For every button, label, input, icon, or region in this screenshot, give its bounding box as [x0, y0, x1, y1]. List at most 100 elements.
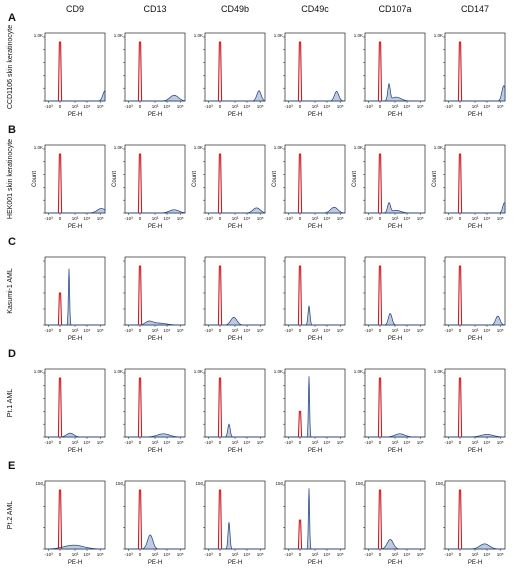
- x-tick-label: 10³: [72, 104, 79, 109]
- panel-letter: A: [8, 12, 16, 24]
- x-tick-label: 0: [59, 216, 62, 221]
- x-tick-label: -10³: [365, 328, 374, 333]
- x-axis-label: PE-H: [388, 560, 402, 566]
- y-max-tick-label: 1.0K: [194, 369, 203, 374]
- plot-frame: [124, 480, 186, 550]
- x-tick-label: 10³: [232, 328, 239, 333]
- x-tick-label: 0: [459, 104, 462, 109]
- histogram-cell: -10³ 0 10³ 10⁴ 10⁵ PE-H: [43, 256, 106, 342]
- x-tick-label: 10⁵: [337, 440, 344, 445]
- stained-histogram: [45, 432, 105, 438]
- isotype-control-peak: [297, 153, 303, 214]
- isotype-control-peak: [457, 41, 463, 102]
- stained-histogram: [205, 316, 265, 326]
- stained-histogram: [125, 433, 186, 438]
- x-tick-label: 10³: [232, 104, 239, 109]
- x-tick-label: 10³: [232, 552, 239, 557]
- x-tick-label: -10³: [445, 552, 454, 557]
- plot-frame: [204, 144, 266, 214]
- histogram-cell: -10³ 0 10³ 10⁴ 10⁵ PE-H: [203, 256, 266, 342]
- y-max-tick-label: 1.0K: [194, 145, 203, 150]
- isotype-control-peak: [217, 489, 223, 550]
- isotype-control-peak: [457, 153, 463, 214]
- y-max-tick-label: 1.0K: [354, 145, 363, 150]
- stained-histogram: [445, 434, 506, 438]
- x-tick-label: 0: [219, 440, 222, 445]
- x-tick-label: 10⁵: [97, 216, 104, 221]
- x-tick-label: 0: [459, 328, 462, 333]
- stained-histogram: [205, 423, 265, 438]
- isotype-control-peak: [377, 265, 383, 326]
- stained-histogram: [125, 534, 185, 550]
- x-tick-label: 10⁴: [404, 440, 411, 445]
- panel-letter: E: [8, 460, 15, 472]
- plot-frame: [444, 256, 506, 326]
- x-tick-label: -10³: [205, 216, 214, 221]
- histogram-cell: -10³ 0 10³ 10⁴ 10⁵ PE-H: [443, 256, 506, 342]
- x-axis-label: PE-H: [228, 224, 242, 230]
- x-tick-label: 10³: [392, 104, 399, 109]
- x-axis-label: PE-H: [228, 448, 242, 454]
- x-tick-label: 10³: [312, 216, 319, 221]
- x-tick-label: 0: [379, 328, 382, 333]
- plot-frame: [204, 368, 266, 438]
- x-tick-label: -10³: [365, 552, 374, 557]
- y-max-tick-label: 1.0K: [274, 33, 283, 38]
- x-axis-label: PE-H: [308, 336, 322, 342]
- x-axis-label: PE-H: [68, 112, 82, 118]
- isotype-control-peak: [457, 265, 463, 326]
- x-axis-label: PE-H: [308, 448, 322, 454]
- isotype-control-peak: [137, 489, 143, 550]
- stained-histogram: [445, 315, 506, 326]
- x-tick-label: -10³: [125, 440, 134, 445]
- x-axis-label: PE-H: [148, 336, 162, 342]
- plot-frame: [44, 144, 106, 214]
- histogram-cell: 1.0K -10³ 0 10³ 10⁴ 10⁵ PE-H: [274, 368, 346, 454]
- x-axis-label: PE-H: [388, 112, 402, 118]
- stained-histogram: [285, 305, 345, 326]
- stained-histogram: [205, 90, 266, 102]
- plot-frame: [364, 32, 426, 102]
- y-max-tick-label: 1.0K: [34, 33, 43, 38]
- histogram-cell: 150 -10³ 0 10³ 10⁴ 10⁵ PE-H: [35, 480, 106, 566]
- stained-histogram: [445, 543, 505, 550]
- histogram-cell: 1.0K Count -10³ 0 10³ 10⁴ 10⁵ PE-H: [192, 144, 266, 230]
- histogram-cell: 1.0K -10³ 0 10³ 10⁴ 10⁵ PE-H: [274, 32, 346, 118]
- x-tick-label: 10⁵: [97, 104, 104, 109]
- x-tick-label: -10³: [125, 216, 134, 221]
- x-tick-label: 10³: [72, 440, 79, 445]
- x-tick-label: -10³: [285, 216, 294, 221]
- x-tick-label: -10³: [365, 216, 374, 221]
- x-tick-label: 10⁴: [244, 216, 251, 221]
- isotype-control-peak: [297, 41, 303, 102]
- x-tick-label: 10⁴: [404, 328, 411, 333]
- x-tick-label: 10⁴: [324, 328, 331, 333]
- plot-frame: [44, 256, 106, 326]
- plot-frame: [284, 32, 346, 102]
- x-tick-label: 10³: [232, 216, 239, 221]
- x-tick-label: -10³: [45, 440, 54, 445]
- x-tick-label: 10⁴: [484, 552, 491, 557]
- x-tick-label: 10⁴: [324, 104, 331, 109]
- histogram-cell: 1.0K -10³ 0 10³ 10⁴ 10⁵ PE-H: [434, 32, 506, 118]
- x-tick-label: 10⁵: [497, 104, 504, 109]
- x-tick-label: 10⁵: [257, 552, 264, 557]
- isotype-control-peak: [297, 265, 303, 326]
- y-axis-label: Count: [192, 171, 198, 187]
- x-axis-label: PE-H: [228, 112, 242, 118]
- x-tick-label: 10⁵: [177, 104, 184, 109]
- x-tick-label: 10⁴: [484, 328, 491, 333]
- x-tick-label: -10³: [285, 104, 294, 109]
- panel-row-e: E Pt.2 AML 150 -10³ 0 10³ 10⁴ 10⁵ PE-H 150 -10³ 0 10…: [7, 460, 506, 566]
- x-tick-label: 10⁵: [97, 552, 104, 557]
- x-tick-label: 10⁵: [417, 104, 424, 109]
- x-tick-label: 0: [379, 552, 382, 557]
- y-axis-label: Count: [112, 171, 118, 187]
- x-tick-label: 10⁵: [497, 328, 504, 333]
- x-tick-label: 10³: [152, 216, 159, 221]
- isotype-control-peak: [137, 153, 143, 214]
- x-tick-label: 10³: [392, 216, 399, 221]
